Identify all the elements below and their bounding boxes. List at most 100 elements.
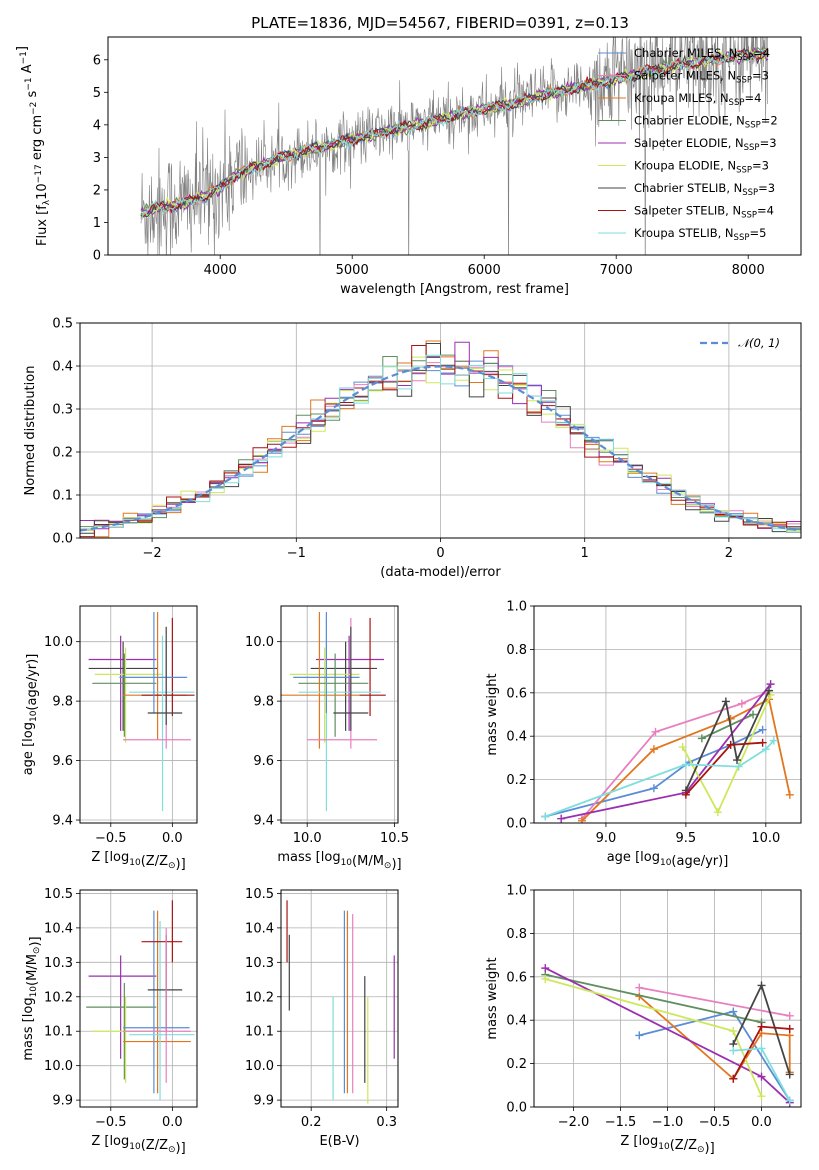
y-axis-label: Normed distribution: [23, 366, 38, 496]
legend-label: Kroupa ELODIE, NSSP=3: [634, 159, 769, 176]
plot-area: [281, 611, 386, 812]
plot-area: [140, 37, 769, 255]
plot-area: [80, 340, 801, 538]
grid: [281, 606, 398, 823]
plot-area: [541, 680, 794, 823]
panel-spectrum: 4000 5000 6000 7000 8000 0 1 2 3 4 5 6 wavelength [A…: [15, 36, 802, 297]
y-tick-label: 0.8: [506, 643, 527, 658]
y-axis-label: mass weight: [485, 673, 500, 755]
series-marker: [726, 740, 735, 749]
x-axis-label: Z [log10(Z/Z⊙)]: [620, 1134, 714, 1156]
legend-label: Salpeter ELODIE, NSSP=3: [634, 136, 777, 153]
panel-age-vs-mass: 10.0 10.5 9.4 9.6 9.8 10.0 mass [log10(M/M⊙)]: [245, 605, 409, 872]
axes-frame: [107, 36, 802, 256]
series-line-chabrier-stelib: [685, 690, 770, 791]
series-marker: [737, 699, 746, 708]
x-tick-label: 8000: [732, 263, 765, 278]
y-tick-label: 5: [93, 86, 101, 101]
x-tick-label: −1.5: [605, 1115, 637, 1130]
x-tick-label: 0.0: [162, 1115, 183, 1130]
series-marker: [734, 762, 743, 771]
series-line-kroupa-stelib: [544, 739, 775, 818]
panel-age-vs-z: −0.5 0.0 9.4 9.6 9.8 10.0 Z [log10(Z/Z⊙)] age […: [21, 605, 198, 872]
y-tick-label: 9.6: [253, 754, 274, 769]
y-axis-label: Flux [fλ10−17 erg cm−2 s−1 A−1]: [15, 46, 52, 246]
axes-frame: [79, 889, 198, 1108]
y-tick-label: 10.5: [245, 887, 274, 902]
y-tick-label: 0.3: [52, 403, 73, 418]
errorbar-point: [129, 635, 195, 812]
x-tick-label: 2: [725, 546, 733, 561]
y-tick-label: 4: [93, 118, 101, 133]
y-tick-label: 10.4: [245, 921, 274, 936]
series-marker: [757, 1092, 766, 1101]
y-tick-label: 3: [93, 151, 101, 166]
errorbar-point: [281, 611, 360, 749]
y-tick-label: 0.2: [506, 773, 527, 788]
x-tick-label: 9.5: [676, 831, 697, 846]
y-tick-label: 0.5: [52, 317, 73, 332]
x-tick-label: 10.0: [751, 831, 780, 846]
y-tick-label: 0.8: [506, 927, 527, 942]
series-marker: [649, 784, 658, 793]
x-axis-label: (data-model)/error: [380, 565, 501, 580]
spectrum-legend: Chabrier MILES, NSSP=4 Salpeter MILES, NS…: [598, 46, 778, 243]
y-axis-label: mass [log10(M/M⊙)]: [21, 936, 43, 1060]
legend-label: Salpeter MILES, NSSP=3: [634, 69, 769, 86]
series-marker: [766, 680, 775, 689]
legend-label: Chabrier MILES, NSSP=4: [634, 46, 770, 63]
x-tick-label: 0: [436, 546, 444, 561]
normal-curve: [80, 365, 799, 532]
y-tick-label: 0.4: [506, 1014, 527, 1029]
y-tick-label: 2: [93, 183, 101, 198]
x-tick-label: −1: [287, 546, 306, 561]
series-marker: [761, 745, 770, 754]
series-marker: [541, 812, 550, 821]
x-axis-label: wavelength [Angstrom, rest frame]: [340, 282, 569, 297]
series-line-salpeter-miles: [639, 986, 790, 1017]
x-tick-label: 6000: [468, 263, 501, 278]
series-line-salpeter-stelib: [685, 741, 763, 796]
y-tick-label: 0.6: [506, 970, 527, 985]
x-tick-label: −0.5: [699, 1115, 731, 1130]
y-tick-label: 10.0: [44, 1059, 73, 1074]
x-axis-label: Z [log10(Z/Z⊙)]: [91, 850, 185, 872]
series-marker: [577, 816, 586, 823]
axes-frame: [533, 605, 802, 824]
spectrum-model-kroupa-elodie: [140, 48, 769, 218]
plot-area: [88, 611, 195, 812]
plot-area: [86, 900, 195, 1101]
y-tick-label: 9.8: [52, 695, 73, 710]
x-axis-label: age [log10(age/yr)]: [607, 850, 729, 869]
series-marker: [785, 1011, 794, 1020]
errorbar-point: [310, 641, 378, 731]
errorbar-point: [88, 641, 158, 731]
x-tick-label: 10.5: [380, 831, 409, 846]
y-tick-label: 1.0: [506, 884, 527, 899]
series-marker: [729, 1007, 738, 1016]
x-tick-label: 0.3: [376, 1115, 397, 1130]
errorbar-point: [141, 900, 183, 963]
x-axis-label: mass [log10(M/M⊙)]: [277, 850, 401, 872]
x-tick-label: 0.2: [301, 1115, 322, 1130]
x-tick-label: 4000: [204, 263, 237, 278]
grid: [80, 606, 197, 823]
errorbar-point: [129, 921, 195, 1101]
x-tick-label: 5000: [336, 263, 369, 278]
plot-area: [286, 900, 395, 1104]
hist-legend: 𝒩(0, 1): [700, 336, 780, 350]
series-marker: [757, 981, 766, 990]
series-marker: [757, 1072, 766, 1081]
figure-title: PLATE=1836, MJD=54567, FIBERID=0391, z=0…: [251, 14, 629, 32]
y-tick-label: 9.9: [253, 1094, 274, 1109]
series-marker: [649, 745, 658, 754]
series-marker: [729, 1074, 738, 1083]
x-tick-label: −0.5: [95, 831, 127, 846]
series-marker: [721, 697, 730, 706]
errorbar-point: [123, 611, 188, 740]
series-marker: [785, 1024, 794, 1033]
y-tick-label: 9.4: [52, 814, 73, 829]
spectrum-model-kroupa-stelib: [140, 48, 769, 220]
series-marker: [729, 1027, 738, 1036]
